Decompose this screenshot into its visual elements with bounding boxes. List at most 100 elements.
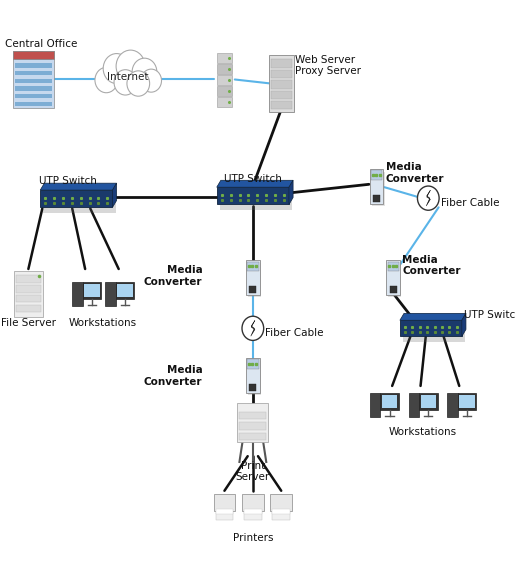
FancyBboxPatch shape (14, 271, 42, 317)
Text: File Server: File Server (1, 318, 56, 328)
Circle shape (141, 69, 162, 92)
FancyBboxPatch shape (217, 97, 232, 107)
FancyBboxPatch shape (370, 393, 380, 417)
FancyBboxPatch shape (242, 494, 264, 511)
FancyBboxPatch shape (216, 509, 233, 514)
FancyBboxPatch shape (237, 403, 268, 442)
FancyBboxPatch shape (459, 395, 475, 408)
FancyBboxPatch shape (269, 55, 294, 112)
FancyBboxPatch shape (458, 393, 476, 410)
Polygon shape (289, 180, 293, 204)
FancyBboxPatch shape (372, 172, 385, 206)
FancyBboxPatch shape (246, 358, 260, 393)
Text: Workstations: Workstations (389, 427, 457, 437)
FancyBboxPatch shape (216, 511, 233, 520)
Text: Workstations: Workstations (69, 318, 137, 328)
Text: UTP Switch: UTP Switch (464, 310, 516, 320)
FancyBboxPatch shape (239, 412, 266, 419)
FancyBboxPatch shape (244, 509, 262, 514)
FancyBboxPatch shape (271, 90, 292, 99)
Polygon shape (217, 180, 293, 187)
FancyBboxPatch shape (370, 169, 383, 204)
FancyBboxPatch shape (116, 282, 134, 299)
FancyBboxPatch shape (239, 433, 266, 440)
FancyBboxPatch shape (217, 187, 289, 204)
FancyBboxPatch shape (272, 511, 290, 520)
FancyBboxPatch shape (21, 100, 40, 103)
Circle shape (95, 67, 118, 93)
FancyBboxPatch shape (15, 56, 52, 60)
Polygon shape (462, 313, 466, 336)
FancyBboxPatch shape (21, 58, 40, 62)
Polygon shape (426, 190, 430, 206)
FancyBboxPatch shape (271, 101, 292, 109)
FancyBboxPatch shape (105, 282, 116, 306)
Circle shape (103, 54, 130, 84)
FancyBboxPatch shape (380, 393, 399, 410)
FancyBboxPatch shape (271, 70, 292, 78)
Text: UTP Switch: UTP Switch (224, 174, 282, 184)
Text: Fiber Cable: Fiber Cable (265, 328, 324, 338)
Text: Print
Server: Print Server (236, 461, 270, 483)
Text: Printers: Printers (233, 533, 273, 543)
FancyBboxPatch shape (386, 260, 400, 295)
Polygon shape (112, 183, 117, 207)
FancyBboxPatch shape (21, 86, 40, 89)
FancyBboxPatch shape (403, 326, 465, 342)
FancyBboxPatch shape (247, 359, 259, 369)
FancyBboxPatch shape (72, 282, 83, 306)
Circle shape (114, 70, 137, 95)
FancyBboxPatch shape (40, 190, 112, 207)
FancyBboxPatch shape (390, 286, 397, 293)
FancyBboxPatch shape (373, 195, 380, 202)
FancyBboxPatch shape (388, 263, 401, 297)
Polygon shape (251, 320, 255, 336)
Circle shape (116, 50, 145, 82)
FancyBboxPatch shape (21, 79, 40, 82)
FancyBboxPatch shape (214, 494, 235, 511)
Text: Media
Converter: Media Converter (402, 255, 461, 276)
FancyBboxPatch shape (248, 361, 261, 395)
FancyBboxPatch shape (217, 53, 232, 63)
Text: Central Office: Central Office (5, 39, 77, 49)
FancyBboxPatch shape (21, 65, 40, 69)
FancyBboxPatch shape (272, 509, 290, 514)
FancyBboxPatch shape (15, 71, 52, 75)
FancyBboxPatch shape (371, 170, 382, 180)
FancyBboxPatch shape (117, 284, 133, 297)
FancyBboxPatch shape (19, 51, 42, 59)
FancyBboxPatch shape (239, 422, 266, 430)
FancyBboxPatch shape (246, 260, 260, 295)
Text: Web Server
Proxy Server: Web Server Proxy Server (295, 55, 361, 77)
FancyBboxPatch shape (388, 262, 399, 271)
Circle shape (242, 316, 264, 340)
Circle shape (127, 71, 150, 96)
Circle shape (132, 58, 157, 86)
Text: Media
Converter: Media Converter (144, 365, 202, 387)
FancyBboxPatch shape (249, 384, 256, 391)
Circle shape (417, 186, 439, 210)
FancyBboxPatch shape (83, 282, 101, 299)
FancyBboxPatch shape (17, 285, 40, 293)
FancyBboxPatch shape (217, 75, 232, 85)
FancyBboxPatch shape (15, 86, 52, 90)
FancyBboxPatch shape (15, 63, 52, 67)
FancyBboxPatch shape (271, 80, 292, 89)
FancyBboxPatch shape (421, 395, 436, 408)
FancyBboxPatch shape (447, 393, 458, 417)
FancyBboxPatch shape (21, 93, 40, 96)
FancyBboxPatch shape (13, 51, 54, 59)
FancyBboxPatch shape (21, 72, 40, 75)
Text: Internet: Internet (107, 71, 149, 82)
FancyBboxPatch shape (17, 275, 40, 283)
FancyBboxPatch shape (400, 320, 462, 336)
FancyBboxPatch shape (271, 59, 292, 68)
FancyBboxPatch shape (43, 196, 116, 213)
Text: Media
Converter: Media Converter (386, 162, 444, 184)
FancyBboxPatch shape (247, 262, 259, 271)
FancyBboxPatch shape (17, 295, 40, 302)
Text: UTP Switch: UTP Switch (39, 176, 96, 186)
FancyBboxPatch shape (15, 79, 52, 83)
FancyBboxPatch shape (419, 393, 438, 410)
FancyBboxPatch shape (217, 86, 232, 96)
